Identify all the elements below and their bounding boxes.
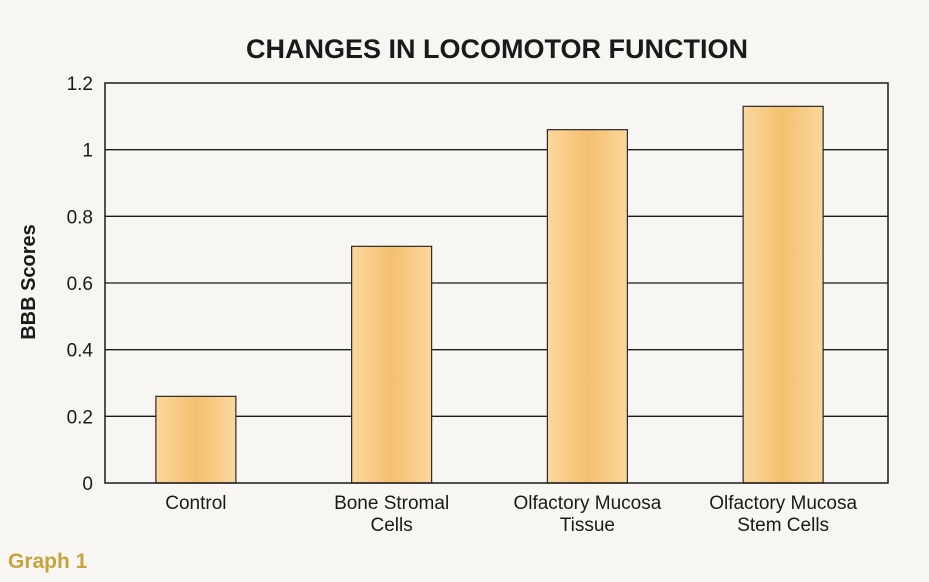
bar bbox=[546, 129, 628, 484]
chart-title: CHANGES IN LOCOMOTOR FUNCTION bbox=[246, 34, 748, 64]
y-tick-label: 0.8 bbox=[67, 207, 93, 228]
y-tick-label: 0 bbox=[82, 474, 93, 495]
y-tick-label: 0.4 bbox=[67, 341, 94, 362]
y-tick-label: 1 bbox=[82, 141, 93, 162]
y-tick-label: 0.2 bbox=[67, 407, 93, 428]
x-category-label: Bone Stromal Cells bbox=[334, 493, 449, 536]
y-tick-label: 1.2 bbox=[67, 74, 93, 95]
figure-caption: Graph 1 bbox=[8, 550, 88, 573]
bar bbox=[742, 105, 824, 484]
y-tick-labels: 0 0.2 0.4 0.6 0.8 1 1.2 bbox=[67, 74, 94, 495]
x-category-label: Olfactory Mucosa Stem Cells bbox=[709, 493, 857, 536]
plot-area-frame bbox=[104, 82, 889, 484]
bar bbox=[351, 245, 433, 484]
x-category-label: Control bbox=[165, 493, 226, 514]
x-category-label: Olfactory Mucosa Tissue bbox=[513, 493, 661, 536]
y-axis-label: BBB Scores bbox=[18, 224, 40, 340]
bar bbox=[155, 395, 237, 484]
bars bbox=[155, 105, 824, 484]
category-labels: Control Bone Stromal Cells Olfactory Mucosa… bbox=[165, 493, 857, 536]
y-tick-label: 0.6 bbox=[67, 274, 93, 295]
